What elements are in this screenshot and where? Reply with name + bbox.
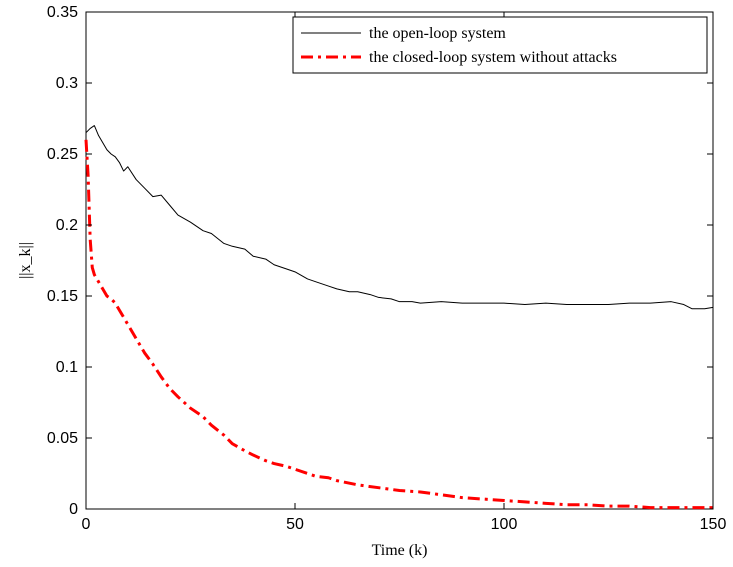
plot-frame bbox=[85, 11, 714, 510]
legend-label-1: the closed-loop system without attacks bbox=[369, 49, 617, 66]
ticks-layer: 0 50 100 150 0 0.05 0.1 0.15 0.2 0.25 0.3 0.35 bbox=[47, 4, 727, 533]
x-tick-label: 100 bbox=[491, 516, 518, 533]
y-tick-label: 0.25 bbox=[47, 146, 78, 163]
y-tick-label: 0.2 bbox=[56, 217, 78, 234]
series-layer bbox=[84, 125, 714, 510]
x-tick-label: 0 bbox=[82, 516, 91, 533]
y-tick-label: 0.1 bbox=[56, 359, 78, 376]
x-tick-label: 50 bbox=[286, 516, 304, 533]
legend-label-0: the open-loop system bbox=[369, 25, 506, 42]
y-tick-label: 0.3 bbox=[56, 75, 78, 92]
y-tick-label: 0.15 bbox=[47, 288, 78, 305]
y-tick-label: 0 bbox=[69, 501, 78, 518]
legend: the open-loop system the closed-loop syst… bbox=[292, 16, 708, 74]
series-line-0 bbox=[85, 125, 714, 310]
y-tick-label: 0.05 bbox=[47, 430, 78, 447]
y-axis-label: ||x_k|| bbox=[17, 242, 34, 279]
x-axis-label: Time (k) bbox=[372, 542, 428, 559]
legend-box bbox=[292, 16, 708, 74]
series-line-1 bbox=[84, 139, 713, 510]
plot-area bbox=[85, 11, 714, 510]
y-tick-label: 0.35 bbox=[47, 4, 78, 21]
x-tick-label: 150 bbox=[700, 516, 727, 533]
